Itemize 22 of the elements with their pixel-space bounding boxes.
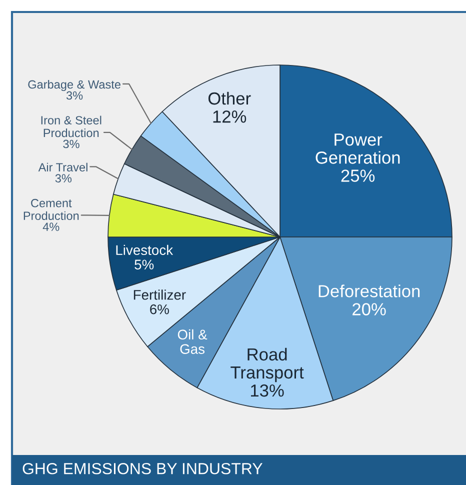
data-label: 3%: [63, 140, 80, 148]
data-label: 6%: [150, 304, 169, 314]
slice-label: Oil & Gas: [178, 329, 208, 354]
data-label: 12%: [213, 110, 246, 123]
text: GHG EMISSIONS BY INDUSTRY: [22, 462, 262, 474]
slice-label: Road Transport: [230, 348, 304, 382]
data-label: 13%: [251, 384, 284, 397]
data-label: 20%: [352, 303, 386, 316]
slice-label: Power Generation: [316, 134, 400, 164]
slice-label: Air Travel: [38, 162, 88, 172]
data-label: 4%: [42, 222, 60, 231]
data-label: 25%: [341, 170, 375, 182]
slice-label: Cement Production: [24, 198, 79, 220]
slice-label: Garbage & Waste: [28, 80, 120, 91]
slice-label: Fertilizer: [134, 290, 186, 300]
slice-label: Livestock: [116, 244, 174, 256]
data-label: 3%: [55, 174, 72, 182]
data-label: 5%: [134, 260, 154, 270]
data-label: 3%: [66, 91, 83, 100]
slice-label: Iron & Steel Production: [41, 116, 102, 138]
slice-label: Deforestation: [318, 284, 420, 298]
slice-label: Other: [208, 92, 251, 105]
